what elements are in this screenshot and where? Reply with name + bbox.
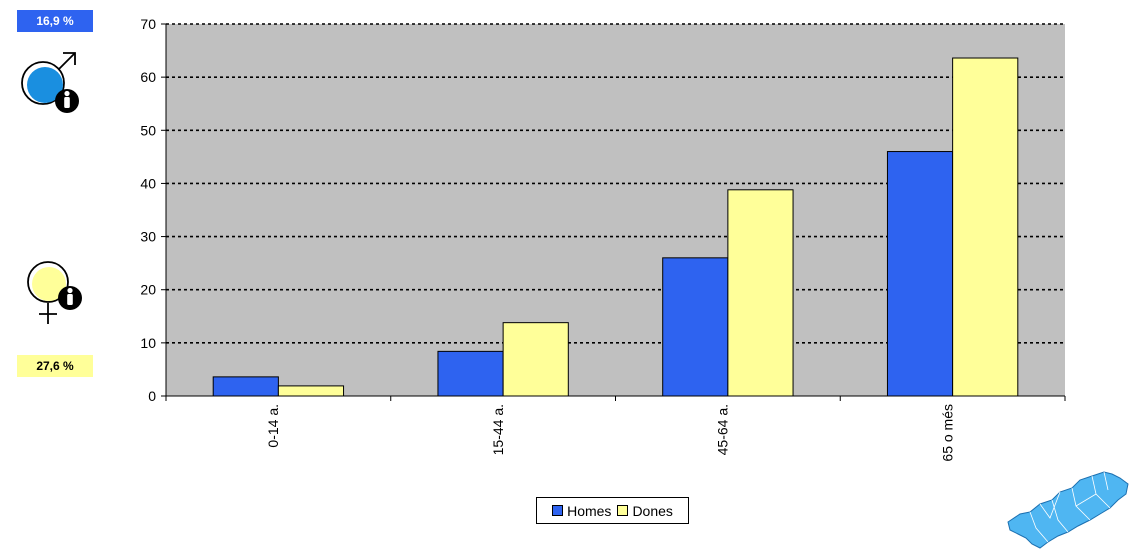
legend-item-homes: Homes <box>552 503 611 519</box>
male-symbol-person-icon <box>21 52 79 113</box>
x-tick-label: 15-44 a. <box>490 404 506 455</box>
legend-swatch-dones <box>617 505 629 516</box>
bar-chart: 0 10 20 30 40 50 60 70 0-14 a. 15-44 a. 45-64 a. 65… <box>140 16 1066 462</box>
bar-dones <box>277 385 345 397</box>
female-symbol-person-icon <box>27 261 82 324</box>
legend-label-dones: Dones <box>632 502 673 519</box>
y-tick-label: 60 <box>140 69 156 85</box>
legend-swatch-homes <box>552 505 564 516</box>
x-tick-label: 45-64 a. <box>715 404 731 455</box>
bar-homes <box>437 350 504 397</box>
x-tick-label: 65 o més <box>939 404 955 462</box>
legend-label-homes: Homes <box>567 502 612 519</box>
y-tick-label: 20 <box>140 282 156 298</box>
bar-homes <box>212 376 279 397</box>
y-tick-label: 50 <box>140 122 156 138</box>
y-tick-label: 40 <box>140 175 156 191</box>
women-percentage-badge: 27,6 % <box>17 355 93 377</box>
y-tick-label: 70 <box>140 16 156 32</box>
bar-dones <box>727 189 794 397</box>
y-tick-label: 30 <box>140 229 156 245</box>
y-tick-label: 10 <box>140 335 156 351</box>
bar-dones <box>502 322 569 397</box>
y-tick-label: 0 <box>148 388 156 404</box>
legend-item-dones: Dones <box>617 502 673 519</box>
bar-homes <box>662 257 729 397</box>
bar-homes <box>886 151 954 397</box>
bar-dones <box>952 57 1019 397</box>
chart-legend: Homes Dones <box>536 497 689 524</box>
men-percentage-badge: 16,9 % <box>17 10 93 32</box>
region-map-icon <box>1007 471 1129 549</box>
x-tick-label: 0-14 a. <box>265 404 281 448</box>
